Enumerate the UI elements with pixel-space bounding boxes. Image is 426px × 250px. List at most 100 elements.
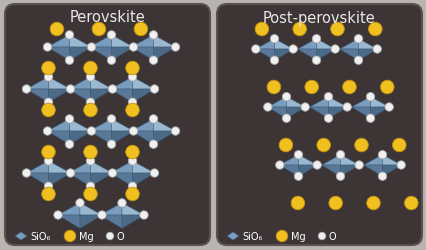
Polygon shape	[339, 40, 358, 50]
Polygon shape	[132, 90, 154, 103]
Circle shape	[44, 157, 52, 166]
Polygon shape	[274, 50, 293, 61]
Polygon shape	[100, 203, 122, 228]
Circle shape	[22, 86, 31, 94]
Circle shape	[107, 32, 115, 40]
Text: SiO₆: SiO₆	[30, 231, 50, 241]
Polygon shape	[153, 120, 175, 144]
Circle shape	[65, 57, 74, 65]
Circle shape	[317, 232, 325, 240]
Circle shape	[92, 23, 106, 37]
Polygon shape	[111, 120, 133, 144]
Polygon shape	[26, 161, 49, 186]
Circle shape	[108, 169, 116, 177]
Circle shape	[254, 23, 268, 37]
Polygon shape	[370, 97, 388, 119]
Circle shape	[282, 93, 290, 102]
Polygon shape	[363, 155, 382, 165]
Polygon shape	[297, 40, 316, 50]
Polygon shape	[328, 108, 346, 119]
Polygon shape	[297, 50, 316, 61]
Polygon shape	[47, 36, 69, 61]
Circle shape	[44, 74, 52, 82]
Circle shape	[316, 139, 330, 152]
Circle shape	[118, 199, 126, 207]
Polygon shape	[267, 97, 286, 119]
Circle shape	[44, 182, 52, 191]
Polygon shape	[351, 97, 370, 119]
Polygon shape	[122, 215, 144, 228]
Text: Mg: Mg	[79, 231, 93, 241]
Circle shape	[65, 32, 74, 40]
Polygon shape	[328, 97, 346, 108]
Polygon shape	[122, 203, 144, 215]
Polygon shape	[363, 155, 382, 176]
Polygon shape	[111, 36, 133, 48]
Circle shape	[42, 188, 55, 201]
Polygon shape	[132, 161, 154, 186]
Polygon shape	[110, 90, 132, 103]
Circle shape	[76, 199, 84, 207]
Circle shape	[312, 161, 321, 170]
Circle shape	[107, 140, 115, 149]
Polygon shape	[153, 48, 175, 61]
Polygon shape	[382, 155, 400, 176]
Polygon shape	[274, 40, 293, 61]
Polygon shape	[132, 78, 154, 103]
Circle shape	[149, 57, 157, 65]
Polygon shape	[132, 78, 154, 90]
Polygon shape	[68, 173, 90, 186]
Circle shape	[42, 146, 55, 159]
Circle shape	[150, 86, 158, 94]
Polygon shape	[69, 132, 91, 144]
Circle shape	[330, 23, 343, 37]
Polygon shape	[89, 36, 111, 61]
Polygon shape	[68, 90, 90, 103]
Polygon shape	[358, 40, 376, 61]
Polygon shape	[340, 155, 358, 176]
Polygon shape	[131, 120, 153, 144]
Circle shape	[384, 104, 392, 112]
Polygon shape	[309, 97, 328, 119]
Circle shape	[98, 211, 106, 219]
Circle shape	[171, 127, 179, 136]
Polygon shape	[69, 120, 91, 132]
Circle shape	[403, 196, 417, 210]
Circle shape	[354, 35, 362, 44]
Circle shape	[128, 98, 136, 107]
Polygon shape	[47, 132, 69, 144]
Circle shape	[86, 98, 95, 107]
Circle shape	[276, 230, 287, 242]
Polygon shape	[26, 161, 49, 173]
Polygon shape	[153, 132, 175, 144]
Circle shape	[83, 146, 97, 159]
Circle shape	[368, 23, 381, 37]
Polygon shape	[279, 155, 298, 165]
Circle shape	[380, 81, 393, 94]
Circle shape	[128, 182, 136, 191]
Circle shape	[342, 81, 355, 94]
Polygon shape	[90, 78, 112, 90]
Circle shape	[50, 23, 63, 37]
Polygon shape	[90, 161, 112, 173]
Circle shape	[149, 32, 157, 40]
Polygon shape	[227, 232, 239, 240]
Circle shape	[366, 196, 380, 210]
Circle shape	[43, 44, 52, 52]
Circle shape	[336, 151, 344, 159]
Circle shape	[396, 161, 404, 170]
Circle shape	[366, 114, 374, 123]
Polygon shape	[131, 48, 153, 61]
Polygon shape	[298, 155, 317, 165]
Polygon shape	[111, 120, 133, 132]
Polygon shape	[69, 120, 91, 144]
Circle shape	[125, 104, 139, 117]
Polygon shape	[90, 161, 112, 186]
Circle shape	[54, 211, 62, 219]
Polygon shape	[89, 120, 111, 144]
Circle shape	[171, 44, 179, 52]
Circle shape	[275, 161, 283, 170]
Polygon shape	[69, 36, 91, 61]
Polygon shape	[340, 155, 358, 165]
Circle shape	[150, 169, 158, 177]
